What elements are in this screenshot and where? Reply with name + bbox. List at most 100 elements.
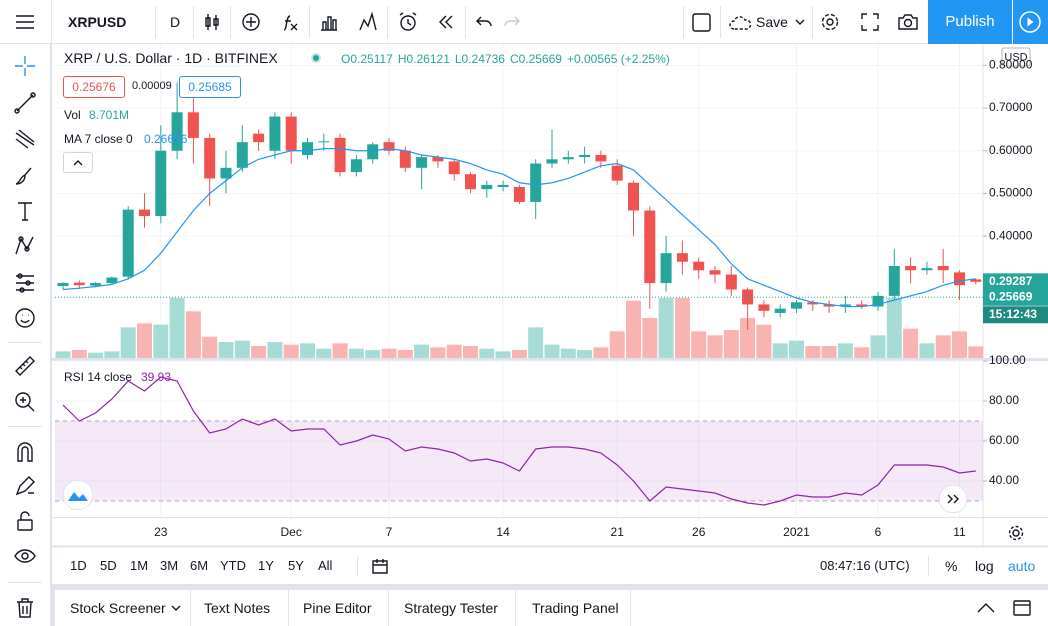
volume-bar	[218, 342, 234, 358]
price-label-box	[983, 288, 1048, 306]
rsi-name: RSI 14 close	[64, 370, 133, 384]
range-button[interactable]: 1M	[130, 558, 149, 573]
lock-tool[interactable]	[13, 509, 37, 533]
interval[interactable]: D	[170, 14, 181, 30]
range-button[interactable]: All	[318, 558, 333, 573]
candle-body	[334, 137, 346, 173]
indicators-icon[interactable]	[280, 12, 300, 32]
range-button[interactable]: 5D	[100, 558, 117, 573]
candle-body	[954, 272, 965, 286]
tab-separator	[190, 590, 191, 626]
snapshot-icon[interactable]	[897, 12, 919, 32]
text-tool[interactable]	[13, 199, 37, 223]
fib-tool[interactable]	[13, 127, 37, 151]
redo-icon[interactable]	[502, 12, 522, 32]
panel-tab[interactable]: Strategy Tester	[404, 600, 498, 616]
x-tick-label: 7	[386, 525, 393, 539]
scroll-left-button[interactable]	[63, 480, 93, 510]
y-tick-label: 0.70000	[989, 100, 1033, 114]
scale-option[interactable]: auto	[1008, 558, 1036, 574]
emoji-tool[interactable]	[13, 306, 37, 330]
candle-body	[465, 174, 476, 190]
crosshair-tool[interactable]	[13, 54, 37, 78]
volume-bar	[495, 351, 511, 358]
trendline-tool[interactable]	[13, 91, 37, 115]
volume-bar	[609, 331, 625, 358]
volume-bar	[528, 327, 544, 358]
volume-bar	[740, 318, 756, 358]
stay-drawing-tool[interactable]	[13, 474, 37, 498]
volume-bar	[463, 346, 478, 358]
save-button[interactable]: Save	[756, 14, 788, 30]
replay-icon[interactable]	[436, 12, 456, 32]
screener-menu-icon[interactable]	[171, 604, 181, 612]
range-button[interactable]: 6M	[190, 558, 209, 573]
cloud-icon[interactable]	[728, 14, 754, 32]
alert-icon[interactable]	[397, 11, 419, 33]
zoom-tool[interactable]	[13, 390, 37, 414]
collapse-panel-icon[interactable]	[977, 602, 995, 614]
brush-tool[interactable]	[13, 164, 37, 188]
compare-icon[interactable]	[241, 12, 261, 32]
range-button[interactable]: 3M	[160, 558, 179, 573]
scroll-right-button[interactable]	[939, 485, 967, 513]
x-tick-label: 23	[154, 525, 168, 539]
x-tick-label: 26	[692, 525, 706, 539]
panel-tab[interactable]: Text Notes	[204, 600, 271, 616]
range-button[interactable]: 1D	[70, 558, 87, 573]
candle-body	[432, 157, 444, 162]
settings-icon[interactable]	[820, 12, 840, 32]
magnet-tool[interactable]	[13, 440, 37, 464]
save-menu-icon[interactable]	[795, 18, 805, 26]
rsi-value: 39.93	[141, 370, 172, 384]
candle-body	[302, 142, 313, 155]
scale-option[interactable]: %	[945, 558, 958, 574]
maximize-panel-icon[interactable]	[1013, 599, 1031, 617]
fullscreen-icon[interactable]	[860, 12, 880, 32]
tab-separator	[388, 590, 389, 626]
prediction-tool[interactable]	[13, 271, 37, 295]
measure-tool[interactable]	[13, 354, 37, 378]
volume-bar	[544, 344, 560, 358]
hide-tool[interactable]	[13, 544, 37, 568]
undo-icon[interactable]	[474, 12, 494, 32]
pattern-tool[interactable]	[13, 234, 37, 258]
volume-bar	[137, 323, 152, 358]
settings-icon[interactable]	[1008, 525, 1024, 541]
range-button[interactable]: 1Y	[258, 558, 274, 573]
volume-bar	[414, 344, 430, 358]
remove-tool[interactable]	[13, 596, 37, 620]
candle-body	[106, 277, 118, 284]
volume-name: Vol	[64, 108, 81, 122]
panel-bar: Stock Screener Text Notes Pine Editor Strat…	[55, 590, 1048, 626]
ask-box[interactable]: 0.25685	[179, 76, 241, 98]
publish-button[interactable]: Publish	[928, 0, 1012, 44]
volume-bar	[479, 348, 495, 358]
symbol[interactable]: XRPUSD	[68, 14, 127, 30]
panel-tab[interactable]: Trading Panel	[532, 600, 619, 616]
bid-box[interactable]: 0.25676	[63, 76, 125, 98]
clock[interactable]: 08:47:16 (UTC)	[820, 558, 910, 573]
scale-option[interactable]: log	[975, 558, 994, 574]
goto-date-icon[interactable]	[370, 556, 390, 576]
range-bar: 08:47:16 (UTC) 1D 5D 1M 3M 6M YTD 1Y 5Y All% log a…	[52, 548, 1048, 584]
panel-tab[interactable]: Stock Screener	[70, 600, 166, 616]
replay-button[interactable]	[1013, 0, 1048, 44]
range-button[interactable]: 5Y	[288, 558, 304, 573]
rsi-tick-label: 80.00	[989, 393, 1019, 407]
ohlc-value: C0.25669	[509, 52, 562, 66]
volume-bar	[300, 343, 315, 358]
range-button[interactable]: YTD	[220, 558, 246, 573]
menu-icon[interactable]	[14, 12, 36, 32]
volume-bar	[397, 350, 413, 358]
financials-icon[interactable]	[319, 12, 339, 32]
x-tick-label: 21	[611, 525, 625, 539]
chart: USD 0.80000 0.70000 0.60000 0.50000 0.40000 1…	[52, 44, 1048, 548]
collapse-button[interactable]	[63, 152, 93, 173]
templates-icon[interactable]	[358, 12, 378, 32]
chart-style-icon[interactable]	[202, 12, 222, 32]
panel-tab[interactable]: Pine Editor	[303, 600, 372, 616]
layout-icon[interactable]	[692, 13, 712, 33]
candle-body	[937, 265, 949, 271]
candle-body	[481, 184, 493, 190]
